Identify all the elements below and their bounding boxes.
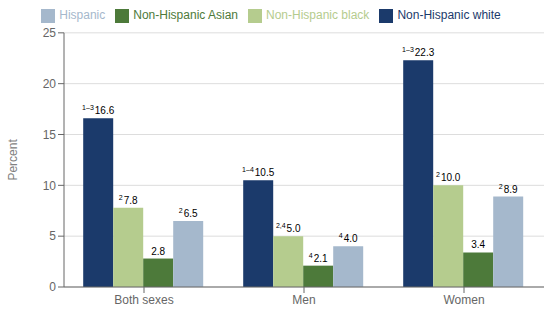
svg-text:1–322.3: 1–322.3 — [402, 46, 435, 58]
svg-text:2.8: 2.8 — [151, 246, 165, 257]
svg-text:26.5: 26.5 — [179, 207, 198, 219]
svg-text:3.4: 3.4 — [471, 239, 485, 250]
svg-text:1–316.6: 1–316.6 — [82, 104, 115, 116]
svg-text:Women: Women — [443, 293, 484, 307]
svg-text:15: 15 — [43, 128, 57, 142]
svg-text:2,45.0: 2,45.0 — [276, 222, 301, 234]
html-text:Hispanic: Hispanic — [59, 8, 106, 22]
html-text:Non-Hispanic Asian: Non-Hispanic Asian — [133, 8, 238, 22]
svg-text:0: 0 — [49, 280, 56, 294]
svg-text:27.8: 27.8 — [119, 194, 138, 206]
svg-text:Both sexes: Both sexes — [114, 293, 173, 307]
svg-text:Men: Men — [292, 293, 315, 307]
html-text:Non-Hispanic white: Non-Hispanic white — [397, 8, 501, 22]
svg-text:210.0: 210.0 — [436, 171, 461, 183]
svg-text:1–410.5: 1–410.5 — [242, 166, 275, 178]
svg-text:Percent: Percent — [8, 139, 20, 181]
svg-text:44.0: 44.0 — [339, 232, 358, 244]
svg-text:25: 25 — [43, 26, 57, 40]
html-text:Non-Hispanic black: Non-Hispanic black — [266, 8, 370, 22]
svg-text:28.9: 28.9 — [499, 183, 518, 195]
svg-text:42.1: 42.1 — [309, 252, 328, 264]
svg-text:10: 10 — [43, 179, 57, 193]
svg-text:5: 5 — [49, 229, 56, 243]
svg-text:20: 20 — [43, 77, 57, 91]
